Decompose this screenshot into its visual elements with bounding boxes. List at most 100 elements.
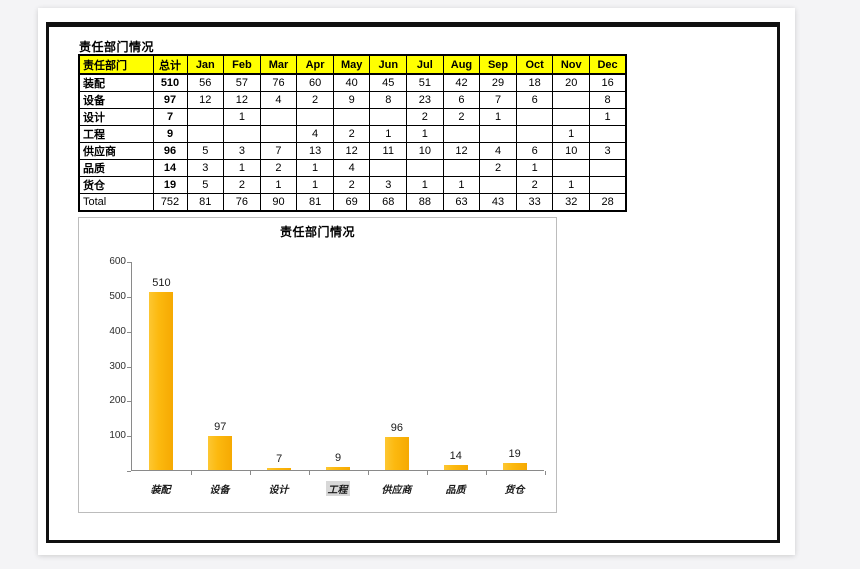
month-value-cell[interactable] xyxy=(369,108,408,126)
bar-设备[interactable] xyxy=(208,436,233,470)
month-value-cell[interactable]: 56 xyxy=(186,73,225,92)
bar-chart[interactable]: 责任部门情况 100 200 300 400 500 600 510 97 7 9 96 14 19 … xyxy=(78,217,557,513)
month-value-cell[interactable]: 3 xyxy=(589,142,627,160)
month-value-cell[interactable]: 1 xyxy=(223,159,261,177)
month-value-cell[interactable]: 1 xyxy=(296,159,334,177)
month-value-cell[interactable]: 5 xyxy=(186,142,225,160)
bar-供应商[interactable] xyxy=(384,436,409,470)
month-value-cell[interactable] xyxy=(479,176,517,194)
month-value-cell[interactable]: 60 xyxy=(296,73,334,92)
row-total-cell[interactable]: 97 xyxy=(152,91,188,109)
bar-工程[interactable] xyxy=(326,466,350,470)
month-value-cell[interactable]: 16 xyxy=(589,73,627,92)
month-value-cell[interactable]: 1 xyxy=(406,176,444,194)
month-value-cell[interactable]: 4 xyxy=(296,125,334,143)
month-value-cell[interactable]: 2 xyxy=(259,159,298,177)
month-value-cell[interactable]: 76 xyxy=(259,73,298,92)
row-total-cell[interactable]: 96 xyxy=(152,142,188,160)
month-value-cell[interactable]: 6 xyxy=(442,91,481,109)
bar-装配[interactable] xyxy=(149,292,174,470)
month-value-cell[interactable]: 43 xyxy=(479,193,517,211)
column-header[interactable]: Nov xyxy=(552,54,591,75)
month-value-cell[interactable]: 3 xyxy=(223,142,261,160)
month-value-cell[interactable]: 28 xyxy=(589,193,627,211)
month-value-cell[interactable]: 9 xyxy=(332,91,371,109)
row-total-cell[interactable]: 752 xyxy=(152,193,188,211)
month-value-cell[interactable]: 6 xyxy=(515,142,554,160)
month-value-cell[interactable] xyxy=(259,108,298,126)
month-value-cell[interactable]: 33 xyxy=(515,193,554,211)
x-axis-label[interactable]: 品质 xyxy=(445,485,466,496)
month-value-cell[interactable] xyxy=(259,125,298,143)
month-value-cell[interactable]: 13 xyxy=(296,142,334,160)
column-header[interactable]: 责任部门 xyxy=(78,54,154,75)
column-header[interactable]: Jan xyxy=(186,54,225,75)
month-value-cell[interactable]: 6 xyxy=(515,91,554,109)
month-value-cell[interactable] xyxy=(442,125,481,143)
month-value-cell[interactable]: 4 xyxy=(479,142,517,160)
month-value-cell[interactable] xyxy=(186,125,225,143)
column-header[interactable]: 总计 xyxy=(152,54,188,75)
month-value-cell[interactable] xyxy=(442,159,481,177)
month-value-cell[interactable]: 2 xyxy=(223,176,261,194)
month-value-cell[interactable] xyxy=(369,159,408,177)
bar-品质[interactable] xyxy=(443,465,468,470)
month-value-cell[interactable]: 3 xyxy=(369,176,408,194)
month-value-cell[interactable]: 29 xyxy=(479,73,517,92)
month-value-cell[interactable]: 18 xyxy=(515,73,554,92)
column-header[interactable]: Jun xyxy=(369,54,408,75)
month-value-cell[interactable]: 10 xyxy=(552,142,591,160)
month-value-cell[interactable]: 40 xyxy=(332,73,371,92)
month-value-cell[interactable] xyxy=(552,108,591,126)
month-value-cell[interactable]: 1 xyxy=(589,108,627,126)
month-value-cell[interactable] xyxy=(589,176,627,194)
month-value-cell[interactable]: 11 xyxy=(369,142,408,160)
column-header[interactable]: Sep xyxy=(479,54,517,75)
row-label-cell[interactable]: 设备 xyxy=(78,91,154,109)
month-value-cell[interactable]: 81 xyxy=(296,193,334,211)
month-value-cell[interactable]: 1 xyxy=(223,108,261,126)
month-value-cell[interactable]: 1 xyxy=(552,125,591,143)
column-header[interactable]: May xyxy=(332,54,371,75)
row-label-cell[interactable]: 供应商 xyxy=(78,142,154,160)
column-header[interactable]: Oct xyxy=(515,54,554,75)
month-value-cell[interactable]: 12 xyxy=(332,142,371,160)
row-total-cell[interactable]: 9 xyxy=(152,125,188,143)
month-value-cell[interactable]: 32 xyxy=(552,193,591,211)
x-axis-label[interactable]: 设备 xyxy=(209,485,230,496)
x-axis-label[interactable]: 装配 xyxy=(150,485,171,496)
month-value-cell[interactable]: 8 xyxy=(589,91,627,109)
month-value-cell[interactable]: 42 xyxy=(442,73,481,92)
month-value-cell[interactable]: 1 xyxy=(442,176,481,194)
month-value-cell[interactable]: 1 xyxy=(259,176,298,194)
month-value-cell[interactable]: 45 xyxy=(369,73,408,92)
month-value-cell[interactable]: 3 xyxy=(186,159,225,177)
month-value-cell[interactable] xyxy=(552,91,591,109)
month-value-cell[interactable] xyxy=(589,125,627,143)
month-value-cell[interactable]: 1 xyxy=(406,125,444,143)
column-header[interactable]: Feb xyxy=(223,54,261,75)
month-value-cell[interactable] xyxy=(332,108,371,126)
month-value-cell[interactable]: 2 xyxy=(479,159,517,177)
month-value-cell[interactable]: 1 xyxy=(515,159,554,177)
column-header[interactable]: Jul xyxy=(406,54,444,75)
month-value-cell[interactable]: 4 xyxy=(332,159,371,177)
month-value-cell[interactable]: 69 xyxy=(332,193,371,211)
row-label-cell[interactable]: 装配 xyxy=(78,73,154,92)
column-header[interactable]: Mar xyxy=(259,54,298,75)
row-total-cell[interactable]: 7 xyxy=(152,108,188,126)
bar-货仓[interactable] xyxy=(502,463,527,470)
month-value-cell[interactable]: 12 xyxy=(223,91,261,109)
month-value-cell[interactable]: 57 xyxy=(223,73,261,92)
row-label-cell[interactable]: 设计 xyxy=(78,108,154,126)
month-value-cell[interactable]: 2 xyxy=(332,125,371,143)
month-value-cell[interactable] xyxy=(296,108,334,126)
x-axis-label[interactable]: 供应商 xyxy=(381,485,412,496)
month-value-cell[interactable]: 76 xyxy=(223,193,261,211)
month-value-cell[interactable]: 4 xyxy=(259,91,298,109)
month-value-cell[interactable] xyxy=(515,125,554,143)
month-value-cell[interactable] xyxy=(406,159,444,177)
x-axis-label[interactable]: 工程 xyxy=(325,481,350,496)
month-value-cell[interactable]: 88 xyxy=(406,193,444,211)
month-value-cell[interactable]: 2 xyxy=(406,108,444,126)
